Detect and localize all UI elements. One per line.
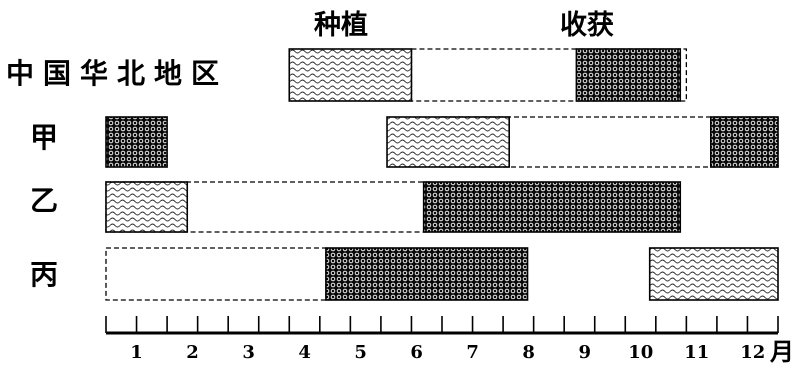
month-axis	[105, 316, 779, 335]
legend-planting-label: 种植	[314, 10, 368, 41]
month-label: 9	[578, 342, 591, 363]
month-label: 3	[242, 342, 255, 363]
month-label: 2	[186, 342, 199, 363]
row-label-jia: 甲	[30, 121, 59, 154]
growing-period-dashed-box	[105, 247, 327, 301]
row-label-bing: 丙	[30, 258, 59, 291]
month-label: 11	[684, 342, 710, 363]
month-label: 5	[354, 342, 367, 363]
month-label: 7	[466, 342, 479, 363]
harvest-bar	[422, 181, 682, 233]
row-label-yi: 乙	[30, 184, 59, 217]
month-unit-label: 月	[770, 338, 794, 366]
month-label: 8	[522, 342, 535, 363]
planting-bar	[288, 48, 413, 102]
month-label: 10	[628, 342, 654, 363]
legend-harvest-label: 收获	[560, 10, 614, 41]
bars-layer	[105, 48, 779, 301]
month-label: 4	[298, 342, 311, 363]
month-label: 12	[740, 342, 766, 363]
month-label: 1	[130, 342, 143, 363]
harvest-bar	[105, 116, 168, 168]
harvest-bar	[709, 116, 779, 168]
harvest-bar	[575, 48, 682, 102]
planting-bar	[648, 247, 779, 301]
planting-bar	[386, 116, 511, 168]
harvest-bar	[325, 247, 529, 301]
month-label: 6	[410, 342, 423, 363]
planting-bar	[105, 181, 189, 233]
row-label-north-china: 中国华北地区	[6, 57, 229, 90]
